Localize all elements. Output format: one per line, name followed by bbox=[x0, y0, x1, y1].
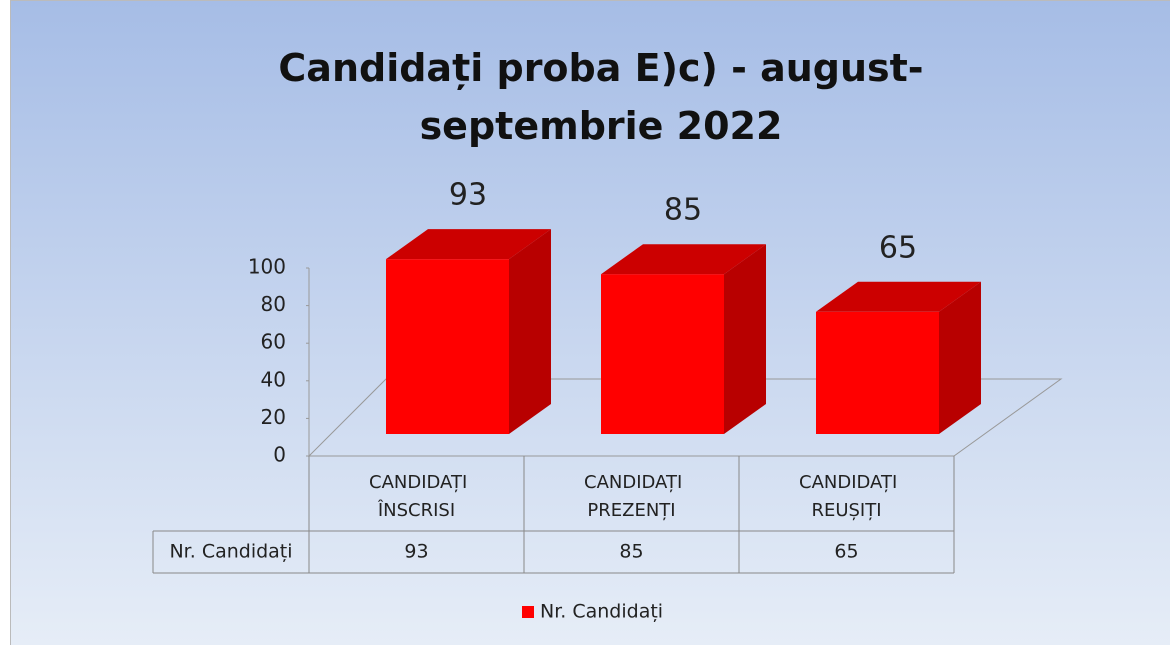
y-tick-label: 20 bbox=[261, 405, 286, 429]
x-tick-label: CANDIDAȚI ÎNSCRISI bbox=[369, 472, 468, 521]
bar-side bbox=[939, 281, 981, 434]
table-value: 85 bbox=[619, 541, 643, 563]
bar-side bbox=[724, 244, 766, 434]
x-tick-label: CANDIDAȚI PREZENȚI bbox=[584, 472, 683, 521]
bar bbox=[386, 259, 509, 434]
bar bbox=[816, 311, 939, 434]
table-value: 65 bbox=[834, 541, 858, 563]
bar-top bbox=[816, 281, 981, 312]
legend-swatch bbox=[522, 606, 534, 618]
data-label: 85 bbox=[664, 193, 702, 228]
table-value: 93 bbox=[404, 541, 428, 563]
chart: 0 20 40 60 80 100 Nr. Candidați 93 93 85 85 65 65 Nr.… bbox=[10, 0, 1170, 645]
legend-label: Nr. Candidați bbox=[540, 601, 663, 623]
y-tick-label: 60 bbox=[261, 330, 286, 354]
bar-top bbox=[601, 244, 766, 275]
chart-title: Candidați proba E)c) - august-septembrie… bbox=[278, 46, 924, 148]
y-tick-label: 40 bbox=[261, 367, 286, 391]
table-row-header: Nr. Candidați bbox=[169, 541, 292, 563]
y-tick-label: 80 bbox=[261, 292, 286, 316]
plot: 0 20 40 60 80 100 Nr. Candidați 93 93 85 85 65 65 Nr.… bbox=[152, 178, 1063, 623]
data-label: 93 bbox=[449, 178, 487, 213]
data-label: 65 bbox=[879, 230, 917, 265]
y-tick-label: 100 bbox=[248, 255, 286, 279]
x-tick-label: CANDIDAȚI REUȘIȚI bbox=[799, 472, 898, 521]
bar-side bbox=[509, 229, 551, 434]
bar-top bbox=[386, 229, 551, 260]
bar bbox=[601, 274, 724, 434]
y-tick-label: 0 bbox=[273, 443, 286, 467]
